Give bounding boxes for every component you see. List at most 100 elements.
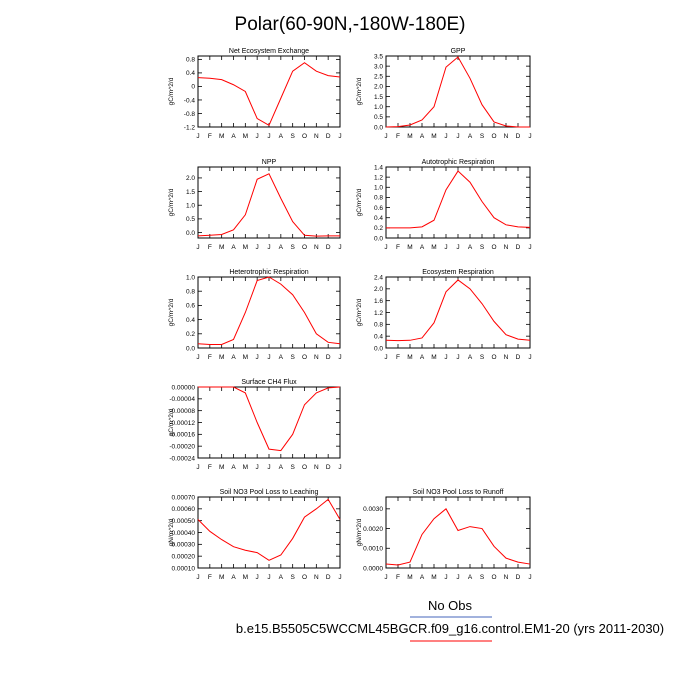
- x-tick-label: N: [504, 574, 509, 581]
- plot-frame: [197, 386, 341, 459]
- x-tick-label: S: [290, 464, 295, 471]
- x-tick-label: M: [407, 133, 412, 140]
- x-tick-label: J: [456, 133, 459, 140]
- x-tick-label: J: [444, 244, 447, 251]
- x-tick-label: J: [338, 354, 341, 361]
- x-tick-label: M: [243, 464, 248, 471]
- panel-7: Soil NO3 Pool Loss to LeachinggN/m^2/d0.…: [168, 489, 342, 581]
- y-tick-label: -0.00004: [169, 396, 195, 403]
- y-tick-label: 0.0000: [363, 565, 383, 572]
- x-tick-label: N: [504, 354, 509, 361]
- x-tick-label: M: [407, 354, 412, 361]
- y-tick-label: 2.0: [186, 175, 195, 182]
- x-tick-label: M: [219, 464, 224, 471]
- x-tick-label: D: [516, 354, 521, 361]
- x-tick-label: A: [468, 244, 473, 251]
- y-axis-label: gC/m^2/d: [168, 188, 175, 216]
- legend-model-label: b.e15.B5505C5WCCML45BGCR.f09_g16.control…: [236, 621, 664, 636]
- y-tick-label: 1.0: [186, 274, 195, 281]
- plot-frame: [197, 276, 341, 349]
- x-tick-label: J: [338, 574, 341, 581]
- y-tick-label: 2.0: [374, 286, 383, 293]
- panel-title: Soil NO3 Pool Loss to Runoff: [413, 489, 504, 496]
- x-tick-label: A: [279, 464, 284, 471]
- plot-frame: [197, 496, 341, 569]
- x-tick-label: M: [431, 133, 436, 140]
- x-tick-label: N: [314, 574, 319, 581]
- x-tick-label: J: [456, 574, 459, 581]
- y-tick-label: -0.00016: [169, 432, 195, 439]
- x-tick-label: J: [267, 574, 270, 581]
- x-tick-label: O: [491, 354, 496, 361]
- y-tick-label: 1.5: [186, 189, 195, 196]
- y-tick-label: 2.5: [374, 74, 383, 81]
- y-tick-label: 1.0: [186, 203, 195, 210]
- panel-title: Autotrophic Respiration: [422, 159, 495, 166]
- y-tick-label: -0.00012: [169, 420, 195, 427]
- x-tick-label: J: [456, 244, 459, 251]
- series-line: [198, 386, 341, 452]
- x-tick-label: N: [314, 354, 319, 361]
- x-tick-label: A: [420, 354, 425, 361]
- y-tick-label: 0.0: [374, 235, 383, 242]
- x-tick-label: A: [231, 133, 236, 140]
- plot-frame: [385, 166, 531, 239]
- x-tick-label: J: [384, 244, 387, 251]
- x-tick-label: J: [267, 133, 270, 140]
- x-tick-label: S: [480, 133, 485, 140]
- series-line: [385, 279, 531, 342]
- y-tick-label: 3.0: [374, 63, 383, 70]
- x-tick-label: O: [491, 244, 496, 251]
- x-tick-label: A: [231, 574, 236, 581]
- x-tick-label: N: [314, 244, 319, 251]
- y-axis-label: gC/m^2/d: [356, 188, 363, 216]
- x-tick-label: D: [516, 574, 521, 581]
- x-tick-label: A: [420, 133, 425, 140]
- y-axis-label: gN/m^2/d: [356, 518, 363, 546]
- series-line: [385, 508, 531, 566]
- y-tick-label: 0.0: [186, 345, 195, 352]
- series-line: [197, 276, 341, 345]
- y-tick-label: 0.8: [186, 289, 195, 296]
- x-tick-label: A: [231, 464, 236, 471]
- x-tick-label: S: [290, 574, 295, 581]
- x-tick-label: S: [290, 133, 295, 140]
- y-tick-label: 2.0: [374, 84, 383, 91]
- y-tick-label: 0: [191, 84, 195, 91]
- y-tick-label: 0.0030: [363, 506, 383, 513]
- x-tick-label: J: [267, 464, 270, 471]
- x-tick-label: D: [516, 244, 521, 251]
- x-tick-label: A: [468, 574, 473, 581]
- x-tick-label: M: [243, 354, 248, 361]
- panel-title: Ecosystem Respiration: [422, 269, 494, 276]
- x-tick-label: M: [219, 133, 224, 140]
- panel-title: NPP: [262, 159, 277, 166]
- panel-6: Surface CH4 Flux gC/m^2/d 0.00000 -0.00004 -…: [168, 379, 342, 471]
- x-tick-label: M: [243, 244, 248, 251]
- y-tick-label: 0.00020: [172, 553, 196, 560]
- x-tick-label: J: [528, 244, 531, 251]
- y-tick-label: 1.0: [374, 185, 383, 192]
- x-tick-label: O: [302, 574, 307, 581]
- x-tick-label: J: [528, 574, 531, 581]
- y-tick-label: 1.0: [374, 104, 383, 111]
- panel-0: Net Ecosystem Exchange gC/m^2/d -1.2 -0.8 -0…: [168, 48, 342, 140]
- panel-5: Ecosystem Respiration gC/m^2/d 0.0 0.4 0.8 1.…: [356, 269, 532, 361]
- series-line: [197, 498, 341, 561]
- x-tick-label: J: [256, 133, 259, 140]
- plot-frame: [385, 55, 531, 128]
- y-tick-label: 0.0010: [363, 546, 383, 553]
- x-tick-label: A: [231, 244, 236, 251]
- y-axis-label: gN/m^2/d: [168, 518, 175, 546]
- series-line: [386, 170, 531, 229]
- x-tick-label: A: [231, 354, 236, 361]
- y-tick-label: 0.6: [186, 303, 195, 310]
- y-tick-label: 0.4: [186, 317, 195, 324]
- x-tick-label: F: [396, 244, 400, 251]
- x-tick-label: A: [468, 354, 473, 361]
- x-tick-label: D: [326, 574, 331, 581]
- x-tick-label: J: [384, 354, 387, 361]
- x-tick-label: D: [326, 354, 331, 361]
- y-tick-label: 0.4: [186, 70, 195, 77]
